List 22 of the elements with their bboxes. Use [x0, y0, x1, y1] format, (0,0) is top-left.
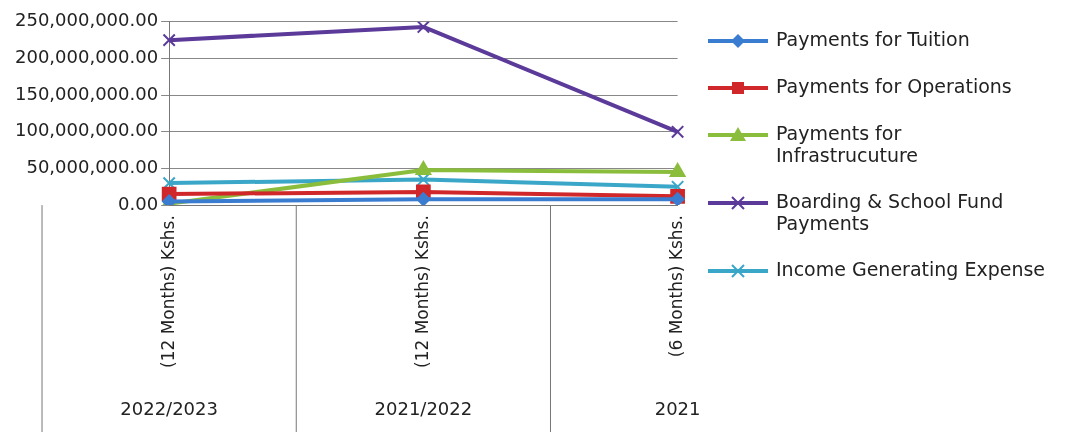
- text: 2022/2023: [120, 397, 218, 419]
- text: 2021: [654, 397, 701, 419]
- point: [670, 125, 685, 139]
- y-tick-label: 0.00: [118, 192, 159, 214]
- y-tick-label: 200,000,000.00: [15, 46, 159, 68]
- y-tick-label: 100,000,000.00: [15, 119, 159, 141]
- legend-label: Income Generating Expense: [776, 258, 1046, 280]
- y-tick-label: 50,000,000.00: [26, 156, 159, 178]
- point: [162, 33, 176, 47]
- y-tick-label: 250,000,000.00: [15, 9, 159, 31]
- x-tick-label: (6 Months) Kshs.: [666, 215, 687, 358]
- legend-label: Payments for Tuition: [776, 28, 970, 50]
- legend-label: Payments for Operations: [776, 75, 1012, 97]
- point: [670, 192, 685, 206]
- y-tick-label: 150,000,000.00: [15, 82, 159, 104]
- text: 2021/2022: [374, 397, 473, 419]
- legend-label: Payments for Infrastrucuture: [776, 122, 920, 166]
- x-tick-label: (12 Months) Kshs.: [157, 215, 178, 369]
- point: [416, 192, 431, 206]
- legend-label: Boarding & School Fund Payments: [776, 190, 1005, 234]
- x-tick-label: (12 Months) Kshs.: [411, 215, 432, 369]
- point: [416, 21, 431, 34]
